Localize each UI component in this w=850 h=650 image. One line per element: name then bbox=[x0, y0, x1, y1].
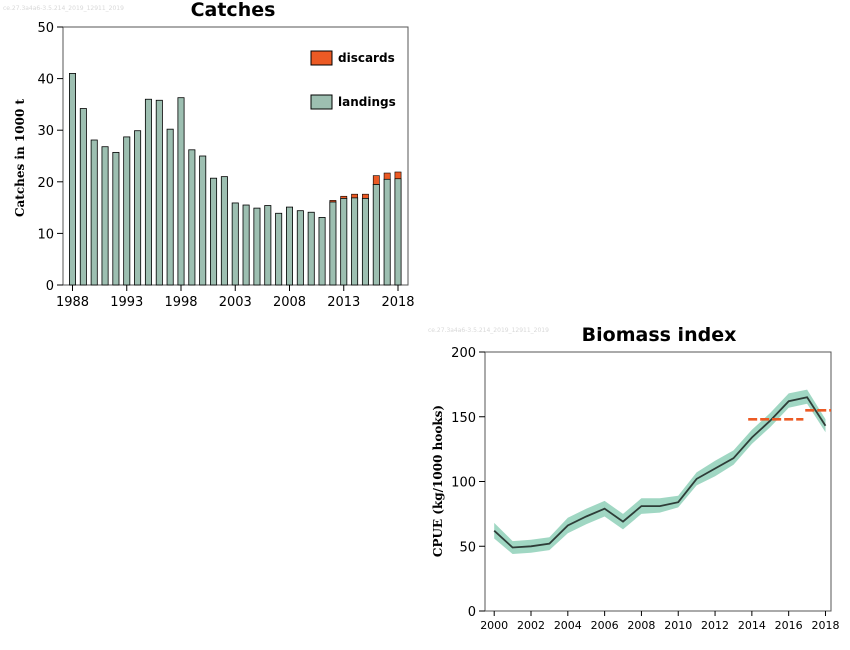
catches-y-tick-label: 30 bbox=[37, 124, 54, 139]
biomass-title: Biomass index bbox=[582, 324, 737, 346]
catches-x-tick-label: 1988 bbox=[56, 295, 89, 310]
biomass-x-tick-label: 2000 bbox=[480, 619, 508, 632]
biomass-x-tick-label: 2018 bbox=[811, 619, 839, 632]
landings-bar bbox=[231, 202, 239, 286]
discards-bar bbox=[394, 171, 402, 180]
biomass-x-tick-label: 2004 bbox=[554, 619, 582, 632]
biomass-watermark: ce.27.3a4a6-3.5.214_2019_12911_2019 bbox=[428, 327, 549, 334]
catches-x-tick-label: 1998 bbox=[164, 295, 197, 310]
biomass-y-tick-label: 100 bbox=[451, 476, 476, 491]
biomass-confidence-band bbox=[494, 389, 826, 554]
biomass-x-tick-label: 2010 bbox=[664, 619, 692, 632]
catches-axes: 0 10 20 30 40 50 1988 1993 1998 2003 2008 2013 2018 bbox=[37, 21, 414, 310]
discards-bar bbox=[362, 193, 369, 199]
biomass-x-tick-label: 2014 bbox=[738, 619, 766, 632]
biomass-y-tick-label: 150 bbox=[451, 411, 476, 426]
catches-legend: discards landings bbox=[310, 50, 396, 110]
landings-bar bbox=[166, 128, 174, 286]
discards-bar bbox=[329, 200, 337, 203]
catches-x-tick-label: 2013 bbox=[327, 295, 360, 310]
catches-y-axis-label: Catches in 1000 t bbox=[13, 99, 27, 218]
landings-bar bbox=[199, 155, 207, 286]
landings-bar bbox=[285, 206, 293, 286]
landings-bar bbox=[296, 210, 304, 286]
catches-x-tick-label: 1993 bbox=[110, 295, 143, 310]
landings-bar bbox=[177, 97, 185, 286]
landings-bar bbox=[264, 205, 272, 286]
landings-bar bbox=[275, 212, 283, 286]
landings-bar bbox=[318, 217, 326, 286]
catches-y-tick-label: 20 bbox=[37, 176, 54, 191]
landings-bar bbox=[188, 149, 196, 286]
landings-bar bbox=[253, 207, 261, 286]
catches-bars bbox=[69, 73, 402, 286]
catches-chart: ce.27.3a4a6-3.5.214_2019_12911_2019 Catc… bbox=[3, 0, 415, 310]
landings-bar bbox=[394, 178, 402, 286]
landings-bar bbox=[242, 204, 250, 286]
catches-x-tick-label: 2018 bbox=[381, 295, 414, 310]
legend-label-discards: discards bbox=[338, 51, 395, 65]
biomass-y-tick-label: 50 bbox=[459, 540, 476, 555]
discards-bar bbox=[372, 175, 380, 185]
landings-bar bbox=[340, 197, 348, 286]
landings-bar bbox=[351, 197, 359, 286]
catches-x-tick-label: 2003 bbox=[219, 295, 252, 310]
landings-bar bbox=[144, 98, 152, 286]
landings-bar bbox=[134, 130, 142, 286]
landings-bar bbox=[210, 177, 218, 286]
legend-swatch-discards bbox=[310, 50, 333, 66]
biomass-x-tick-label: 2002 bbox=[517, 619, 545, 632]
biomass-y-axis-label: CPUE (kg/1000 hooks) bbox=[431, 405, 445, 557]
catches-x-tick-label: 2008 bbox=[273, 295, 306, 310]
landings-bar bbox=[112, 151, 120, 286]
landings-bar bbox=[329, 201, 337, 286]
discards-bar bbox=[340, 195, 348, 199]
biomass-plot-frame bbox=[484, 351, 832, 612]
landings-bar bbox=[220, 176, 228, 286]
catches-watermark: ce.27.3a4a6-3.5.214_2019_12911_2019 bbox=[3, 5, 124, 12]
biomass-x-tick-label: 2008 bbox=[627, 619, 655, 632]
catches-y-tick-label: 0 bbox=[46, 279, 54, 294]
biomass-axes: 0 50 100 150 200 2000 2002 2004 2006 2008 2010 2012… bbox=[451, 346, 839, 632]
discards-bar bbox=[383, 172, 391, 180]
landings-bar bbox=[101, 146, 109, 286]
landings-bar bbox=[69, 73, 77, 286]
biomass-y-tick-label: 0 bbox=[468, 605, 476, 620]
landings-bar bbox=[90, 139, 98, 286]
landings-bar bbox=[79, 108, 87, 286]
landings-bar bbox=[155, 99, 163, 286]
biomass-marks bbox=[493, 389, 831, 554]
catches-y-tick-label: 40 bbox=[37, 73, 54, 88]
legend-swatch-landings bbox=[310, 94, 333, 110]
biomass-x-tick-label: 2012 bbox=[701, 619, 729, 632]
biomass-y-tick-label: 200 bbox=[451, 346, 476, 361]
biomass-x-tick-label: 2006 bbox=[591, 619, 619, 632]
discards-bar bbox=[351, 193, 358, 199]
catches-title: Catches bbox=[191, 0, 276, 21]
landings-bar bbox=[361, 197, 369, 286]
catches-y-tick-label: 10 bbox=[37, 227, 54, 242]
landings-bar bbox=[123, 136, 131, 286]
biomass-chart: ce.27.3a4a6-3.5.214_2019_12911_2019 Biom… bbox=[428, 324, 839, 632]
catches-y-tick-label: 50 bbox=[37, 21, 54, 36]
landings-bar bbox=[307, 211, 315, 286]
biomass-index-line bbox=[493, 396, 827, 549]
legend-label-landings: landings bbox=[338, 95, 396, 109]
landings-bar bbox=[383, 178, 391, 286]
landings-bar bbox=[372, 183, 380, 286]
biomass-x-tick-label: 2016 bbox=[775, 619, 803, 632]
